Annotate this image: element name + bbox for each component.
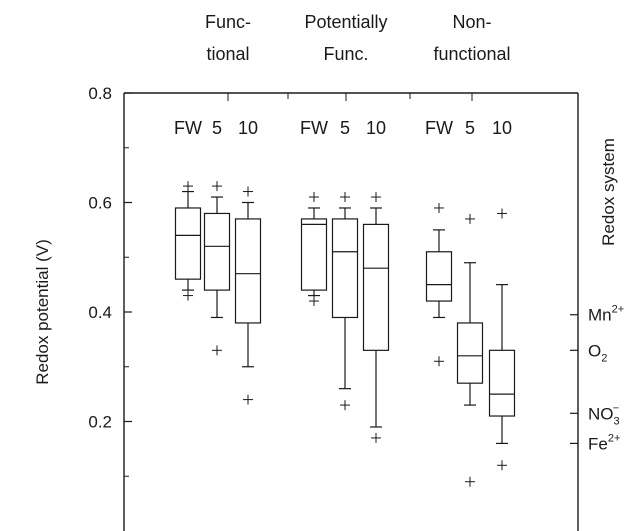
outlier-marker	[371, 192, 381, 203]
outlier-marker	[465, 476, 475, 487]
box-group: FW 5 10	[425, 118, 516, 487]
outlier-marker	[243, 394, 253, 405]
outlier-marker	[212, 181, 222, 192]
y-axis-title: Redox potential (V)	[33, 239, 52, 385]
box-sub-label: 5	[465, 118, 475, 138]
group-label-line: functional	[433, 44, 510, 64]
box-group: FW 5 10	[300, 118, 390, 443]
outlier-marker	[371, 432, 381, 443]
outlier-marker	[183, 290, 193, 301]
group-label-line: Func-	[205, 12, 251, 32]
box-group: FW 5 10	[174, 118, 262, 405]
outlier-marker	[309, 296, 319, 307]
box-iqr	[174, 207, 202, 280]
box-iqr	[203, 212, 231, 291]
redox-system-labels: Mn2+ O2 NO3− Fe2+	[570, 304, 624, 453]
y-tick-label: 0.4	[88, 303, 112, 322]
outlier-marker	[243, 186, 253, 197]
box-sub-label: FW	[174, 118, 202, 138]
outlier-marker	[434, 356, 444, 367]
group-labels: Func- tional Potentially Func. Non- func…	[205, 12, 511, 64]
box-sub-label: FW	[300, 118, 328, 138]
outlier-marker	[497, 208, 507, 219]
group-label-line: tional	[206, 44, 249, 64]
box-iqr	[425, 251, 453, 302]
y-tick-label: 0.6	[88, 194, 112, 213]
box-iqr	[488, 349, 516, 417]
box-iqr	[362, 223, 390, 351]
outlier-marker	[497, 460, 507, 471]
outlier-marker	[434, 202, 444, 213]
group-label-line: Potentially	[304, 12, 387, 32]
outlier-marker	[340, 192, 350, 203]
group-label-line: Func.	[323, 44, 368, 64]
right-axis-title: Redox system	[599, 138, 618, 246]
box-sub-label: 10	[492, 118, 512, 138]
redox-label: Fe2+	[588, 432, 620, 453]
box-iqr	[331, 218, 359, 319]
group-label-line: Non-	[452, 12, 491, 32]
box-iqr	[234, 218, 262, 324]
outlier-marker	[183, 181, 193, 192]
box-sub-label: FW	[425, 118, 453, 138]
outlier-marker	[309, 192, 319, 203]
box-sub-label: 5	[340, 118, 350, 138]
box-iqr	[300, 218, 328, 291]
outlier-marker	[212, 345, 222, 356]
box-sub-label: 5	[212, 118, 222, 138]
plot-area: 0.8 0.6 0.4 0.2 FW 5 10 FW 5 10 FW 5 10 Mn2+ O2 NO3− Fe2…	[88, 84, 624, 531]
redox-label: Mn2+	[588, 304, 624, 325]
box-sub-label: 10	[238, 118, 258, 138]
redox-label: NO3−	[588, 402, 620, 427]
box-sub-label: 10	[366, 118, 386, 138]
y-tick-label: 0.2	[88, 413, 112, 432]
outlier-marker	[465, 213, 475, 224]
outlier-marker	[340, 400, 350, 411]
box-iqr	[456, 322, 484, 384]
y-tick-label: 0.8	[88, 84, 112, 103]
redox-label: O2	[588, 341, 607, 364]
